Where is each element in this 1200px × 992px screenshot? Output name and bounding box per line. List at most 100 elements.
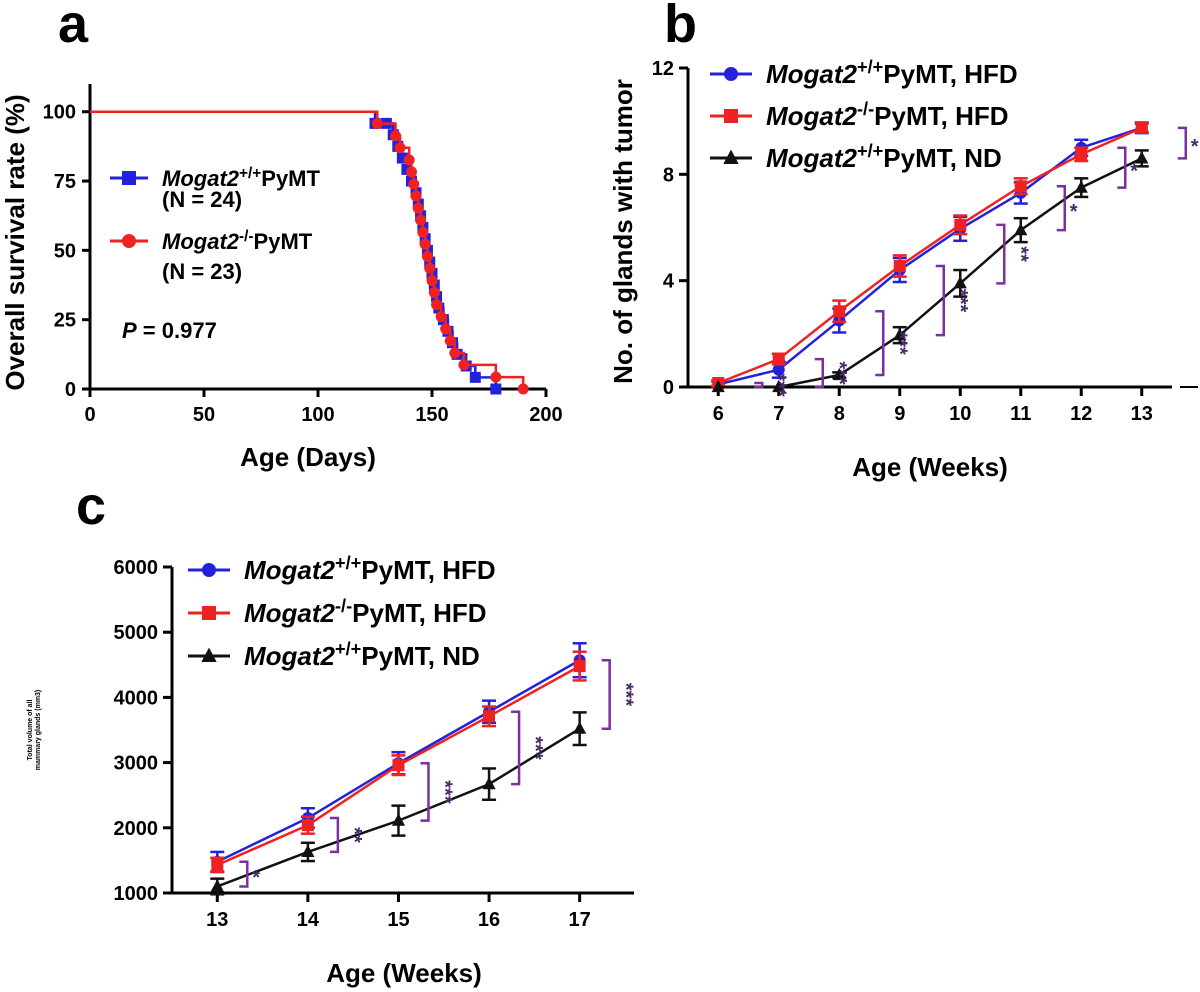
series-1 xyxy=(210,650,587,874)
significance-bracket xyxy=(1056,185,1066,232)
legend-n-label: (N = 23) xyxy=(162,259,242,284)
data-point xyxy=(1014,222,1028,236)
data-point xyxy=(419,238,431,250)
significance-brackets: ************ xyxy=(239,658,637,889)
data-point xyxy=(210,879,224,892)
significance-bracket xyxy=(935,264,945,337)
x-tick-label: 12 xyxy=(1070,403,1092,425)
data-point xyxy=(431,299,443,311)
data-point xyxy=(394,142,406,154)
series-2 xyxy=(711,149,1149,393)
data-point xyxy=(417,226,429,238)
significance-bracket xyxy=(420,762,430,822)
significance-stars: ** xyxy=(1009,246,1031,262)
y-tick-label: 5000 xyxy=(114,622,159,644)
significance-bracket xyxy=(814,357,824,389)
y-axis-title: No. of glands with tumor xyxy=(608,79,638,384)
y-tick-label: 4000 xyxy=(114,687,159,709)
significance-bracket xyxy=(511,710,521,786)
data-point xyxy=(482,776,496,790)
y-tick-label: 12 xyxy=(652,58,674,80)
significance-stars: *** xyxy=(615,683,637,707)
data-point xyxy=(391,813,406,826)
legend-label: Mogat2+/+PyMT, HFD xyxy=(766,57,1018,89)
legend-marker xyxy=(724,67,738,81)
panel-letter-a: a xyxy=(58,0,89,54)
data-point xyxy=(426,275,438,287)
data-point xyxy=(390,130,402,142)
significance-brackets: ***************** xyxy=(754,126,1199,397)
y-tick-label: 2000 xyxy=(114,818,159,840)
x-tick-label: 16 xyxy=(478,909,500,931)
p-value: P = 0.977 xyxy=(122,318,217,343)
data-point xyxy=(435,311,447,323)
significance-bracket xyxy=(1177,126,1187,160)
significance-stars: *** xyxy=(949,289,971,313)
data-point xyxy=(1074,180,1088,193)
data-point xyxy=(893,260,906,273)
data-point xyxy=(1075,148,1088,161)
x-tick-label: 15 xyxy=(387,909,409,931)
data-point xyxy=(573,660,586,673)
data-point xyxy=(301,819,314,832)
x-tick-label: 100 xyxy=(301,404,334,426)
legend-marker xyxy=(723,149,739,164)
data-point xyxy=(893,327,907,341)
data-point xyxy=(421,250,433,262)
legend-label: Mogat2+/+PyMT xyxy=(162,165,321,192)
x-tick-label: 0 xyxy=(84,404,95,426)
x-axis-title: Age (Weeks) xyxy=(852,452,1008,482)
x-tick-label: 150 xyxy=(415,404,448,426)
data-point xyxy=(483,710,496,723)
data-point xyxy=(412,202,424,214)
significance-stars: * xyxy=(252,867,260,889)
data-point xyxy=(301,844,315,858)
significance-stars: *** xyxy=(433,780,455,804)
y-axis-title: Overall survival rate (%) xyxy=(0,94,30,390)
data-point xyxy=(396,152,408,164)
y-axis-title-line2: mammary glands (mm3) xyxy=(35,690,42,771)
data-point xyxy=(490,383,502,395)
data-point xyxy=(410,190,422,202)
legend-n-label: (N = 24) xyxy=(162,187,242,212)
panel-letter-c: c xyxy=(76,476,106,536)
data-point xyxy=(953,276,967,289)
y-axis-title-line1: Total volume of all xyxy=(27,699,34,760)
significance-bracket xyxy=(754,381,764,389)
data-point xyxy=(458,359,470,371)
x-tick-label: 7 xyxy=(773,403,784,425)
legend-label: Mogat2+/+PyMT, ND xyxy=(244,639,480,671)
legend-marker xyxy=(122,234,136,248)
y-tick-label: 6000 xyxy=(114,557,159,579)
data-point xyxy=(424,262,436,274)
x-tick-label: 14 xyxy=(297,909,320,931)
data-point xyxy=(490,371,502,383)
data-point xyxy=(711,379,725,393)
series-line xyxy=(717,126,1143,386)
data-point xyxy=(449,347,461,359)
data-point xyxy=(371,118,383,130)
panel-a: 0 25 50 75 100 0 50 100 150 200 Age (Days) Overall … xyxy=(0,84,563,472)
legend-marker xyxy=(202,563,216,577)
x-tick-label: 10 xyxy=(949,403,971,425)
data-point xyxy=(954,218,967,231)
data-point xyxy=(415,214,427,226)
data-point xyxy=(517,383,529,395)
legend-marker xyxy=(122,171,136,185)
significance-bracket xyxy=(1117,146,1127,189)
legend: Mogat2+/+PyMT, HFD Mogat2-/-PyMT, HFD Moga… xyxy=(188,553,496,671)
x-tick-label: 9 xyxy=(894,403,905,425)
significance-stars: *** xyxy=(888,331,910,355)
data-point xyxy=(403,154,415,166)
x-tick-label: 50 xyxy=(193,404,215,426)
data-point xyxy=(392,759,405,772)
legend-label: Mogat2-/-PyMT, HFD xyxy=(766,99,1009,131)
x-axis-title: Age (Days) xyxy=(240,442,376,472)
y-tick-label: 4 xyxy=(663,271,675,293)
panel-letter-b: b xyxy=(664,0,697,54)
y-tick-label: 100 xyxy=(43,102,76,124)
y-tick-label: 0 xyxy=(65,379,76,401)
series-line xyxy=(718,157,1143,389)
x-tick-label: 11 xyxy=(1010,403,1031,425)
significance-stars: * xyxy=(1191,136,1199,158)
